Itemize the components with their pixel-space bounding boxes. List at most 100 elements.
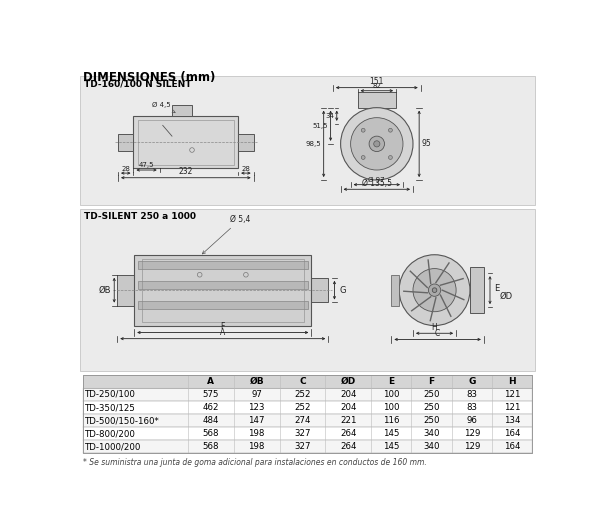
Circle shape bbox=[341, 108, 413, 180]
Text: Ø 135,5: Ø 135,5 bbox=[362, 178, 392, 188]
Text: ØB: ØB bbox=[250, 377, 264, 386]
Text: 100: 100 bbox=[383, 403, 400, 412]
Text: E: E bbox=[388, 377, 394, 386]
Text: 97: 97 bbox=[251, 390, 262, 399]
Text: 204: 204 bbox=[340, 403, 356, 412]
Text: 198: 198 bbox=[248, 429, 265, 438]
Circle shape bbox=[388, 155, 392, 160]
Bar bbox=[118, 134, 133, 151]
Text: 129: 129 bbox=[464, 443, 480, 452]
Bar bbox=[311, 278, 328, 302]
Text: F: F bbox=[221, 322, 225, 331]
Text: A: A bbox=[220, 328, 226, 337]
Text: TD-250/100: TD-250/100 bbox=[85, 390, 136, 399]
Circle shape bbox=[399, 255, 470, 326]
Text: 250: 250 bbox=[424, 390, 440, 399]
Text: 340: 340 bbox=[424, 429, 440, 438]
Bar bbox=[83, 440, 532, 454]
Bar bbox=[133, 116, 238, 169]
Text: 264: 264 bbox=[340, 443, 356, 452]
Text: ØB: ØB bbox=[98, 286, 111, 295]
Text: * Se suministra una junta de goma adicional para instalaciones en conductos de 1: * Se suministra una junta de goma adicio… bbox=[83, 458, 427, 467]
Text: A: A bbox=[208, 377, 214, 386]
Text: 145: 145 bbox=[383, 429, 400, 438]
Text: 96: 96 bbox=[466, 416, 478, 425]
Bar bbox=[83, 401, 532, 414]
Text: E: E bbox=[494, 284, 500, 293]
Text: 145: 145 bbox=[383, 443, 400, 452]
Text: 83: 83 bbox=[466, 390, 478, 399]
Text: TD-160/100 N SILENT: TD-160/100 N SILENT bbox=[84, 79, 192, 88]
Text: 147: 147 bbox=[248, 416, 265, 425]
Text: C: C bbox=[299, 377, 306, 386]
Text: 264: 264 bbox=[340, 429, 356, 438]
Text: 129: 129 bbox=[464, 429, 480, 438]
Bar bbox=[470, 267, 484, 313]
Bar bbox=[138, 120, 233, 165]
Bar bbox=[358, 92, 396, 108]
Text: 121: 121 bbox=[504, 390, 520, 399]
Bar bbox=[83, 414, 532, 427]
Text: TD-1000/200: TD-1000/200 bbox=[85, 443, 142, 452]
Text: DIMENSIONES (mm): DIMENSIONES (mm) bbox=[83, 71, 215, 83]
Text: 340: 340 bbox=[424, 443, 440, 452]
Text: 100: 100 bbox=[383, 390, 400, 399]
Circle shape bbox=[361, 155, 365, 160]
Text: TD-SILENT 250 a 1000: TD-SILENT 250 a 1000 bbox=[84, 213, 196, 222]
Circle shape bbox=[413, 269, 456, 312]
Text: 274: 274 bbox=[294, 416, 311, 425]
Bar bbox=[83, 388, 532, 401]
Text: 250: 250 bbox=[424, 403, 440, 412]
Text: H: H bbox=[431, 323, 437, 332]
Text: 95: 95 bbox=[421, 139, 431, 149]
Text: 28: 28 bbox=[121, 165, 130, 172]
Text: TD-350/125: TD-350/125 bbox=[85, 403, 136, 412]
Text: 198: 198 bbox=[248, 443, 265, 452]
Text: 484: 484 bbox=[203, 416, 219, 425]
Text: F: F bbox=[428, 377, 434, 386]
Text: 250: 250 bbox=[424, 416, 440, 425]
Circle shape bbox=[350, 118, 403, 170]
Text: ØD: ØD bbox=[499, 292, 512, 301]
Text: 204: 204 bbox=[340, 390, 356, 399]
Text: 164: 164 bbox=[504, 429, 520, 438]
Text: ØD: ØD bbox=[341, 377, 356, 386]
Text: 252: 252 bbox=[294, 390, 311, 399]
Bar bbox=[80, 76, 535, 205]
Text: 462: 462 bbox=[203, 403, 219, 412]
Circle shape bbox=[428, 284, 441, 296]
Text: 121: 121 bbox=[504, 403, 520, 412]
Text: 568: 568 bbox=[203, 443, 219, 452]
Text: 327: 327 bbox=[294, 443, 311, 452]
Bar bbox=[138, 301, 308, 309]
Text: 47,5: 47,5 bbox=[139, 163, 154, 169]
Bar bbox=[83, 375, 532, 388]
Circle shape bbox=[369, 136, 385, 152]
Text: 34: 34 bbox=[326, 113, 334, 119]
Circle shape bbox=[361, 128, 365, 132]
Text: C: C bbox=[435, 329, 440, 338]
Bar bbox=[138, 281, 308, 289]
Text: 116: 116 bbox=[383, 416, 400, 425]
Text: 123: 123 bbox=[248, 403, 265, 412]
Text: Ø 97: Ø 97 bbox=[368, 177, 385, 183]
Text: G: G bbox=[339, 286, 346, 295]
Text: 51,5: 51,5 bbox=[313, 123, 328, 129]
Text: 98,5: 98,5 bbox=[306, 141, 322, 147]
Text: 575: 575 bbox=[203, 390, 219, 399]
Circle shape bbox=[432, 288, 437, 292]
Bar bbox=[172, 106, 192, 116]
Text: 82: 82 bbox=[373, 83, 381, 89]
Bar bbox=[391, 275, 399, 306]
Text: 28: 28 bbox=[241, 165, 250, 172]
Text: 83: 83 bbox=[466, 403, 478, 412]
Circle shape bbox=[374, 141, 380, 147]
Text: G: G bbox=[468, 377, 476, 386]
Bar bbox=[80, 209, 535, 371]
Bar bbox=[142, 259, 304, 322]
Bar bbox=[134, 255, 311, 326]
Bar bbox=[138, 261, 308, 269]
Bar bbox=[83, 427, 532, 440]
Text: Ø 5,4: Ø 5,4 bbox=[202, 215, 251, 254]
Text: 164: 164 bbox=[504, 443, 520, 452]
